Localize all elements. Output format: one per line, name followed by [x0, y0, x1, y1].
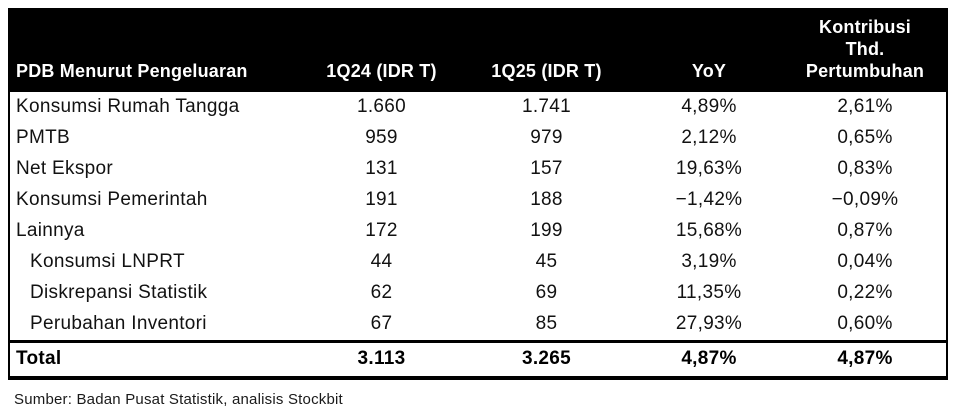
value-1q24: 172	[365, 220, 398, 242]
value-yoy: 2,12%	[681, 127, 737, 149]
column-header-pdb-menurut-pengeluaran: PDB Menurut Pengeluaran	[9, 8, 304, 92]
value-contrib: 2,61%	[837, 96, 893, 118]
value-1q25: 199	[530, 220, 563, 242]
value-yoy: 27,93%	[675, 313, 743, 335]
value-yoy: 19,63%	[675, 158, 743, 180]
column-header-kontribusi: Kontribusi Thd. Pertumbuhan	[784, 8, 947, 92]
table-row: Net Ekspor 131 157 19,63% 0,83%	[9, 154, 947, 185]
value-contrib: 0,65%	[837, 127, 893, 149]
value-yoy: −1,42%	[675, 189, 743, 211]
value-1q24: 44	[370, 251, 393, 273]
pdb-expenditure-table: PDB Menurut Pengeluaran 1Q24 (IDR T) 1Q2…	[8, 8, 948, 380]
table-footer: Total 3.113 3.265 4,87% 4,87%	[9, 339, 947, 378]
total-value-yoy: 4,87%	[634, 339, 784, 378]
table-row: PMTB 959 979 2,12% 0,65%	[9, 123, 947, 154]
value-yoy: 11,35%	[676, 282, 742, 304]
table-row: Konsumsi Pemerintah 191 188 −1,42% −0,09%	[9, 185, 947, 216]
row-label: Konsumsi Pemerintah	[16, 189, 208, 211]
value-1q25: 157	[530, 158, 563, 180]
value-contrib: 0,87%	[837, 220, 893, 242]
value-1q24: 67	[370, 313, 393, 335]
value-contrib: 0,22%	[837, 282, 893, 304]
value-1q25: 188	[530, 189, 563, 211]
value-yoy: 15,68%	[675, 220, 743, 242]
row-label: Net Ekspor	[16, 158, 113, 180]
row-label: Perubahan Inventori	[30, 313, 207, 335]
value-yoy: 4,89%	[681, 96, 737, 118]
row-label: Lainnya	[16, 220, 85, 242]
total-value-1q24: 3.113	[304, 339, 459, 378]
value-1q24: 62	[370, 282, 393, 304]
column-header-1q24: 1Q24 (IDR T)	[304, 8, 459, 92]
source-note: Sumber: Badan Pusat Statistik, analisis …	[14, 390, 343, 408]
row-label: PMTB	[16, 127, 70, 149]
value-contrib: −0,09%	[831, 189, 899, 211]
table-row: Lainnya 172 199 15,68% 0,87%	[9, 216, 947, 247]
table-row: Konsumsi LNPRT 44 45 3,19% 0,04%	[9, 247, 947, 278]
value-1q25: 1.741	[521, 96, 572, 118]
table-row: Diskrepansi Statistik 62 69 11,35% 0,22%	[9, 278, 947, 309]
value-contrib: 0,60%	[837, 313, 893, 335]
row-label: Konsumsi LNPRT	[30, 251, 185, 273]
value-1q25: 45	[535, 251, 558, 273]
value-1q24: 191	[365, 189, 398, 211]
table-body: Konsumsi Rumah Tangga 1.660 1.741 4,89% 2,61…	[9, 92, 947, 342]
value-1q25: 85	[535, 313, 558, 335]
value-yoy: 3,19%	[681, 251, 737, 273]
column-header-1q25: 1Q25 (IDR T)	[459, 8, 634, 92]
value-1q24: 1.660	[356, 96, 407, 118]
total-label: Total	[9, 339, 304, 378]
header-row: PDB Menurut Pengeluaran 1Q24 (IDR T) 1Q2…	[9, 8, 947, 92]
row-label: Konsumsi Rumah Tangga	[16, 96, 240, 118]
value-1q24: 959	[365, 127, 398, 149]
table-row: Perubahan Inventori 67 85 27,93% 0,60%	[9, 309, 947, 342]
table-header: PDB Menurut Pengeluaran 1Q24 (IDR T) 1Q2…	[9, 8, 947, 92]
value-1q25: 69	[535, 282, 558, 304]
value-1q24: 131	[365, 158, 398, 180]
value-contrib: 0,04%	[837, 251, 893, 273]
table-row: Konsumsi Rumah Tangga 1.660 1.741 4,89% 2,61…	[9, 92, 947, 123]
row-label: Diskrepansi Statistik	[30, 282, 208, 304]
total-value-contrib: 4,87%	[784, 339, 947, 378]
column-header-yoy: YoY	[634, 8, 784, 92]
value-contrib: 0,83%	[837, 158, 893, 180]
total-value-1q25: 3.265	[459, 339, 634, 378]
value-1q25: 979	[530, 127, 563, 149]
total-row: Total 3.113 3.265 4,87% 4,87%	[9, 339, 947, 378]
